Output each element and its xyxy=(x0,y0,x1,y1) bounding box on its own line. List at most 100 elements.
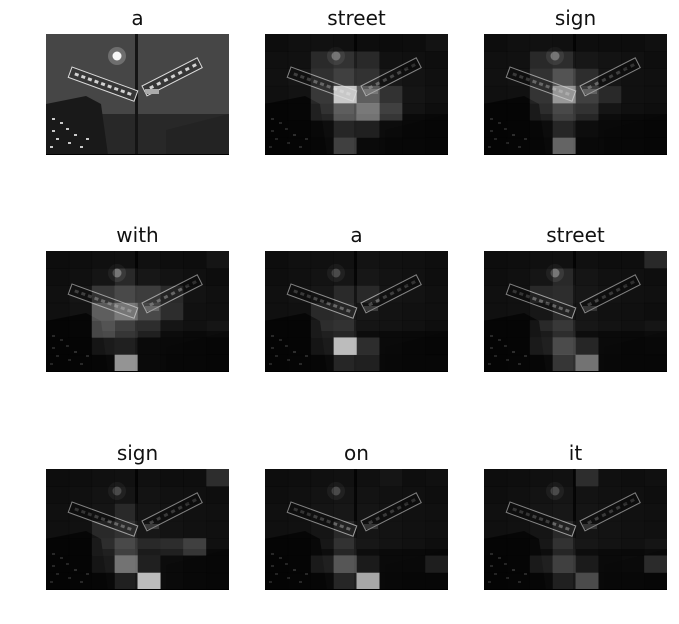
attention-cell xyxy=(379,354,403,372)
attention-cell xyxy=(644,354,667,372)
attention-cell xyxy=(425,520,448,539)
attention-cell xyxy=(310,120,334,139)
sign-lettering xyxy=(120,524,126,529)
street-sign-right xyxy=(141,274,203,314)
attention-cell xyxy=(356,268,380,286)
attention-cell xyxy=(644,538,667,556)
sign-lettering xyxy=(74,72,80,77)
attention-cell xyxy=(425,337,448,356)
attention-map xyxy=(265,469,448,590)
attention-cell xyxy=(379,469,403,487)
sign-lettering xyxy=(538,299,544,304)
sign-lettering xyxy=(87,77,93,82)
sign-lettering xyxy=(339,524,345,529)
attention-cell xyxy=(506,320,531,338)
attention-cell xyxy=(356,503,380,522)
attention-cell xyxy=(68,337,93,356)
attention-cell xyxy=(506,572,531,590)
attention-cell xyxy=(287,469,312,487)
attention-cell xyxy=(529,34,553,52)
attention-cell xyxy=(287,120,312,139)
street-sign-right xyxy=(360,57,422,97)
attention-map xyxy=(484,469,667,590)
attention-cell xyxy=(206,572,229,590)
attention-cell xyxy=(310,34,334,52)
attention-map xyxy=(265,34,448,155)
attention-cell xyxy=(598,337,622,356)
attention-cell xyxy=(484,320,508,338)
sign-lettering xyxy=(113,521,119,527)
attention-cell xyxy=(91,337,115,356)
panel-4: with xyxy=(46,221,229,372)
panel-6: street xyxy=(484,221,667,372)
sign-lettering xyxy=(558,306,564,311)
sign-lettering xyxy=(191,63,197,68)
sign-plate xyxy=(67,501,139,537)
sign-lettering xyxy=(375,516,381,521)
attention-cell xyxy=(206,486,229,504)
attention-cell xyxy=(183,503,207,522)
attention-cell xyxy=(265,572,289,590)
sign-lettering xyxy=(313,296,318,301)
attention-cell xyxy=(621,320,645,338)
street-sign-left xyxy=(286,66,358,102)
sign-lettering xyxy=(594,516,600,521)
attention-cell xyxy=(206,302,229,321)
attention-cell xyxy=(552,68,576,87)
attention-cell xyxy=(506,251,531,269)
attention-cell xyxy=(529,285,553,304)
attention-cell xyxy=(402,302,426,321)
attention-cell xyxy=(598,120,622,139)
attention-cell xyxy=(402,137,426,155)
attention-cell xyxy=(183,302,207,321)
sign-lettering xyxy=(163,77,169,83)
attention-cell xyxy=(160,538,184,556)
attention-cell xyxy=(552,268,576,286)
attention-cell xyxy=(333,85,357,104)
sign-lettering xyxy=(389,74,395,79)
attention-cell xyxy=(114,302,138,321)
sign-lettering xyxy=(389,291,395,296)
attention-cell xyxy=(484,120,508,139)
street-lamp xyxy=(112,268,122,278)
attention-cell xyxy=(137,320,161,338)
attention-cell xyxy=(206,538,229,556)
attention-cell xyxy=(529,572,553,590)
attention-cell xyxy=(287,34,312,52)
attention-cell xyxy=(552,302,576,321)
attention-cell xyxy=(552,120,576,139)
sign-lettering xyxy=(293,72,299,77)
sign-lettering xyxy=(551,303,557,309)
attention-cell xyxy=(379,68,403,87)
attention-cell xyxy=(621,251,645,269)
attention-cell xyxy=(287,520,312,539)
attention-cell xyxy=(644,268,667,286)
attention-cell xyxy=(68,538,93,556)
sign-lettering xyxy=(608,74,614,79)
scene-outline xyxy=(67,274,203,319)
attention-cell xyxy=(160,354,184,372)
attention-cell xyxy=(621,68,645,87)
attention-cell xyxy=(402,268,426,286)
attention-cell xyxy=(598,285,622,304)
sign-lettering xyxy=(100,82,106,87)
attention-cell xyxy=(506,285,531,304)
sign-lettering xyxy=(319,299,325,304)
attention-cell xyxy=(183,354,207,372)
attention-cell xyxy=(183,268,207,286)
attention-cell xyxy=(575,354,599,372)
attention-cell xyxy=(333,555,357,574)
attention-cell xyxy=(160,572,184,590)
attention-cell xyxy=(402,354,426,372)
panel-9: it xyxy=(484,439,667,590)
attention-cell xyxy=(644,51,667,69)
attention-cell xyxy=(91,572,115,590)
attention-overlay xyxy=(484,469,667,590)
sign-lettering xyxy=(80,291,86,297)
attention-cell xyxy=(506,503,531,522)
attention-cell xyxy=(310,486,334,504)
attention-cell xyxy=(484,51,508,69)
sign-lettering xyxy=(184,66,190,72)
sign-lettering xyxy=(149,302,155,307)
attention-cell xyxy=(206,555,229,574)
